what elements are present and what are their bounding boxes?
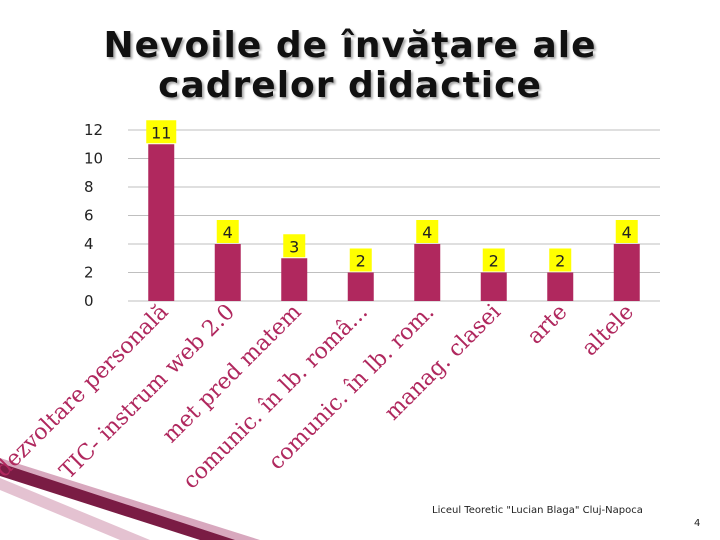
bar-4	[414, 244, 441, 301]
y-tick-label: 2	[84, 264, 94, 282]
bar-0	[148, 144, 175, 301]
data-label-bg-1	[216, 220, 239, 243]
bar-3	[347, 272, 374, 301]
title-line-2: cadrelor didactice	[158, 65, 542, 106]
decor-ribbon-dark	[0, 463, 235, 540]
data-label-6: 2	[555, 252, 565, 271]
page-number: 4	[694, 518, 701, 529]
data-label-5: 2	[489, 252, 499, 271]
y-tick-label: 0	[84, 292, 94, 310]
gridlines	[128, 129, 660, 302]
data-label-2: 3	[289, 237, 299, 256]
data-label-3: 2	[356, 252, 366, 271]
decor-ribbon-faint	[0, 478, 150, 540]
data-label-7: 4	[622, 223, 632, 242]
bar-6	[547, 272, 574, 301]
data-labels: 11 4 3 2 4 2 2 4	[146, 120, 638, 272]
data-label-bg-2	[283, 234, 306, 258]
data-label-0: 11	[151, 123, 171, 142]
data-label-bg-0	[146, 120, 177, 144]
slide-title: Nevoile de învăţare ale cadrelor didacti…	[80, 26, 620, 106]
data-label-bg-3	[349, 248, 372, 272]
footer-text: Liceul Teoretic "Lucian Blaga" Cluj-Napo…	[432, 505, 643, 516]
corner-decoration	[0, 458, 260, 540]
y-tick-label: 4	[84, 235, 94, 253]
category-label-7: altele	[577, 300, 639, 362]
y-tick-label: 6	[84, 207, 94, 225]
data-label-bg-5	[482, 248, 505, 272]
y-tick-label: 8	[84, 178, 94, 196]
category-label-5: manag. clasei	[380, 300, 506, 426]
bar-2	[281, 258, 308, 301]
y-tick-label: 10	[84, 150, 103, 168]
data-label-bg-6	[549, 248, 572, 272]
bars	[148, 144, 640, 301]
data-label-1: 4	[223, 223, 233, 242]
y-tick-label: 12	[84, 121, 103, 139]
title-line-1: Nevoile de învăţare ale	[103, 25, 597, 66]
decor-ribbon-light	[0, 458, 260, 540]
y-axis-ticks: 0 2 4 6 8 10 12	[84, 121, 103, 310]
data-label-4: 4	[422, 223, 432, 242]
data-label-bg-7	[615, 220, 638, 243]
bar-5	[480, 272, 507, 301]
bar-7	[613, 244, 640, 301]
category-label-6: arte	[523, 300, 573, 350]
bar-1	[214, 244, 241, 301]
data-label-bg-4	[416, 220, 439, 243]
